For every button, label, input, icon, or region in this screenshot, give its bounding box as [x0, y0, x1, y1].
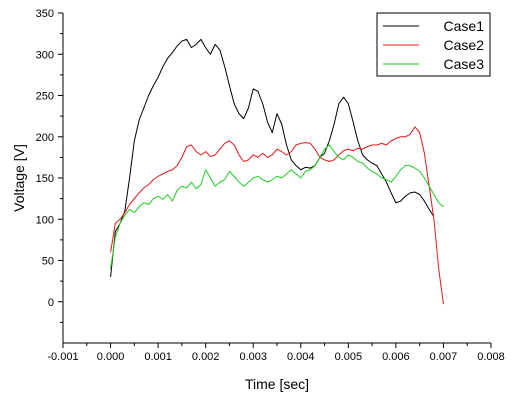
- x-axis-title: Time [sec]: [245, 376, 309, 392]
- y-tick-label: 300: [36, 49, 54, 61]
- series-line-case1: [110, 38, 435, 278]
- x-tick-label: 0.004: [287, 351, 315, 363]
- legend-label-case1: Case1: [444, 18, 485, 34]
- x-tick-label: 0.007: [430, 351, 458, 363]
- x-tick-label: -0.001: [47, 351, 78, 363]
- y-tick-label: 350: [36, 8, 54, 20]
- series-line-case3: [110, 144, 444, 269]
- x-tick-label: 0.008: [477, 351, 505, 363]
- x-tick-label: 0.006: [382, 351, 410, 363]
- x-tick-label: 0.000: [97, 351, 125, 363]
- y-axis-title: Voltage [V]: [11, 144, 27, 212]
- plot-series: [110, 38, 444, 305]
- axes: -0.001 0.000 0.001 0.002 0.003 0.004 0.005 0.00…: [36, 8, 505, 363]
- y-tick-label: 150: [36, 173, 54, 185]
- y-tick-label: 100: [36, 214, 54, 226]
- x-tick-label: 0.001: [144, 351, 172, 363]
- series-line-case2: [110, 126, 444, 305]
- x-tick-label: 0.003: [239, 351, 267, 363]
- legend-label-case3: Case3: [444, 56, 485, 72]
- y-tick-label: 50: [42, 256, 54, 268]
- legend-label-case2: Case2: [444, 37, 485, 53]
- x-tick-label: 0.005: [335, 351, 363, 363]
- y-tick-label: 250: [36, 91, 54, 103]
- legend: Case1 Case2 Case3: [376, 12, 491, 77]
- x-tick-label: 0.002: [192, 351, 220, 363]
- y-tick-label: 0: [48, 297, 54, 309]
- y-tick-label: 200: [36, 132, 54, 144]
